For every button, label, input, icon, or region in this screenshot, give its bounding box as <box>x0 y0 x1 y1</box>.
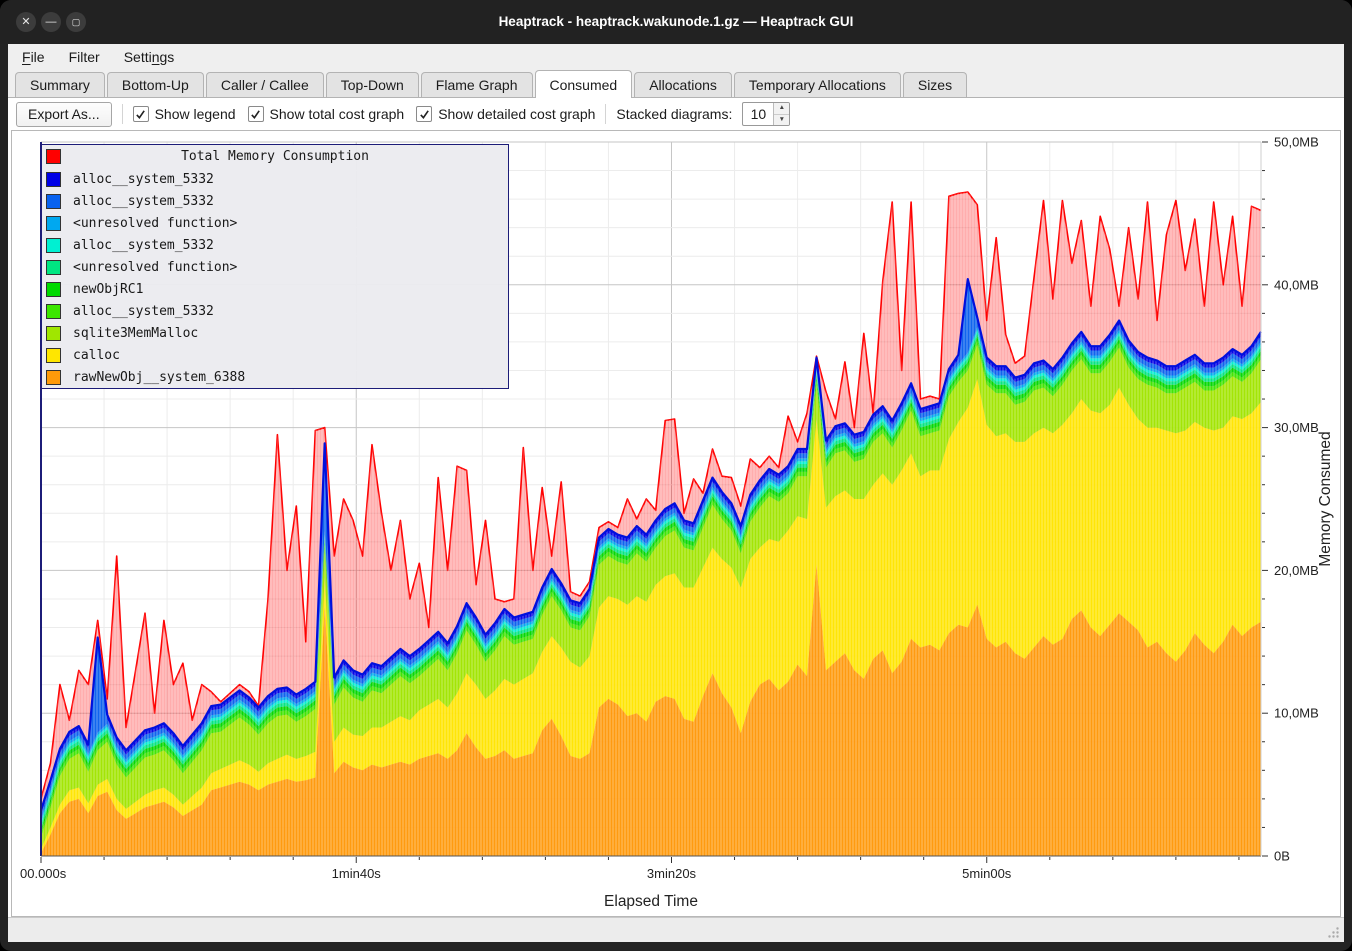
legend-title-row: Total Memory Consumption <box>42 145 508 168</box>
legend-item-label: alloc__system_5332 <box>73 193 214 209</box>
checkbox-show-detailed-cost-graph[interactable]: Show detailed cost graph <box>416 106 595 122</box>
tab-caller-callee[interactable]: Caller / Callee <box>205 72 324 97</box>
svg-text:50,0MB: 50,0MB <box>1274 135 1319 150</box>
tab-consumed[interactable]: Consumed <box>534 70 633 98</box>
stacked-diagrams-value[interactable]: 10 <box>750 106 767 122</box>
legend-swatch <box>46 347 61 363</box>
legend-item: rawNewObj__system_6388 <box>42 366 508 388</box>
close-button[interactable]: ✕ <box>16 12 36 32</box>
status-bar <box>8 917 1344 942</box>
menu-item-filter[interactable]: Filter <box>68 49 100 65</box>
legend-item: calloc <box>42 344 508 366</box>
legend-swatch <box>46 303 61 319</box>
legend-swatch <box>46 193 61 209</box>
legend-item: <unresolved function> <box>42 256 508 278</box>
legend-item-label: rawNewObj__system_6388 <box>73 369 246 385</box>
legend-swatch <box>46 237 61 253</box>
tab-flame-graph[interactable]: Flame Graph <box>420 72 533 97</box>
checkbox-box[interactable] <box>247 106 264 122</box>
chart-legend: Total Memory Consumption alloc__system_5… <box>41 144 509 389</box>
memory-consumption-chart[interactable]: 00.000s 1min40s 3min20s 5min00s 0B 10,0MB 20,0… <box>11 130 1341 917</box>
svg-text:0B: 0B <box>1274 849 1290 864</box>
window-title: Heaptrack - heaptrack.wakunode.1.gz — He… <box>498 14 854 29</box>
legend-swatch <box>46 259 61 275</box>
legend-item-label: alloc__system_5332 <box>73 237 214 253</box>
legend-item-label: alloc__system_5332 <box>73 171 214 187</box>
toolbar-separator <box>121 104 123 124</box>
tab-summary[interactable]: Summary <box>15 72 105 97</box>
svg-text:00.000s: 00.000s <box>20 866 67 881</box>
tab-top-down[interactable]: Top-Down <box>325 72 419 97</box>
legend-swatch <box>46 215 61 231</box>
checkbox-show-legend[interactable]: Show legend <box>132 106 236 122</box>
legend-title: Total Memory Consumption <box>181 149 369 164</box>
legend-swatch <box>46 171 61 187</box>
legend-swatch <box>46 281 61 297</box>
legend-item: alloc__system_5332 <box>42 190 508 212</box>
tab-sizes[interactable]: Sizes <box>902 72 968 97</box>
legend-item-label: <unresolved function> <box>73 259 238 275</box>
maximize-button[interactable]: ▢ <box>66 12 86 32</box>
svg-text:3min20s: 3min20s <box>647 866 697 881</box>
checkbox-show-total-cost-graph[interactable]: Show total cost graph <box>247 106 405 122</box>
svg-text:30,0MB: 30,0MB <box>1274 420 1319 435</box>
legend-swatch <box>46 369 61 385</box>
legend-total-swatch <box>46 149 61 164</box>
legend-item: alloc__system_5332 <box>42 234 508 256</box>
svg-text:5min00s: 5min00s <box>962 866 1012 881</box>
stacked-diagrams-spinner[interactable]: 10 ▲ ▼ <box>742 102 791 126</box>
checkbox-box[interactable] <box>132 106 149 122</box>
toolbar-separator <box>605 104 607 124</box>
svg-text:10,0MB: 10,0MB <box>1274 706 1319 721</box>
stacked-diagrams-label: Stacked diagrams: <box>616 106 733 122</box>
legend-item-label: newObjRC1 <box>73 281 144 297</box>
export-as-button[interactable]: Export As... <box>16 101 112 127</box>
legend-items: alloc__system_5332 alloc__system_5332 <unr… <box>42 168 508 388</box>
svg-text:20,0MB: 20,0MB <box>1274 563 1319 578</box>
resize-grip[interactable] <box>1327 926 1340 939</box>
minimize-button[interactable]: — <box>41 12 61 32</box>
menu-item-settings[interactable]: Settings <box>123 49 175 65</box>
spinner-buttons: ▲ ▼ <box>773 103 790 125</box>
legend-item: <unresolved function> <box>42 212 508 234</box>
legend-item-label: <unresolved function> <box>73 215 238 231</box>
chart-canvas[interactable]: 00.000s 1min40s 3min20s 5min00s 0B 10,0MB 20,0… <box>12 131 1342 916</box>
checkbox-box[interactable] <box>416 106 433 122</box>
toolbar-checkboxes: Show legend Show total cost graph Show det… <box>132 106 595 122</box>
menu-bar: File Filter Settings <box>8 44 1344 70</box>
toolbar: Export As... Show legend Show total cost … <box>8 98 1344 130</box>
tab-allocations[interactable]: Allocations <box>634 72 732 97</box>
legend-item: alloc__system_5332 <box>42 300 508 322</box>
menu-item-file[interactable]: File <box>22 49 45 65</box>
spinner-up-icon[interactable]: ▲ <box>774 103 790 115</box>
tab-bar: Summary Bottom-Up Caller / Callee Top-Down F… <box>8 70 1344 98</box>
checkbox-label: Show legend <box>154 106 236 122</box>
legend-item-label: alloc__system_5332 <box>73 303 214 319</box>
legend-item: sqlite3MemMalloc <box>42 322 508 344</box>
svg-text:Memory Consumed: Memory Consumed <box>1317 431 1334 566</box>
svg-text:1min40s: 1min40s <box>332 866 382 881</box>
tab-temporary-allocations[interactable]: Temporary Allocations <box>733 72 901 97</box>
legend-item: newObjRC1 <box>42 278 508 300</box>
spinner-down-icon[interactable]: ▼ <box>774 114 790 125</box>
legend-swatch <box>46 325 61 341</box>
checkbox-label: Show total cost graph <box>269 106 405 122</box>
tab-bottom-up[interactable]: Bottom-Up <box>106 72 204 97</box>
svg-text:40,0MB: 40,0MB <box>1274 277 1319 292</box>
svg-text:Elapsed Time: Elapsed Time <box>604 893 698 910</box>
titlebar: ✕ — ▢ Heaptrack - heaptrack.wakunode.1.g… <box>0 0 1352 44</box>
checkbox-label: Show detailed cost graph <box>438 106 596 122</box>
legend-item-label: sqlite3MemMalloc <box>73 325 199 341</box>
window-content: File Filter Settings Summary Bottom-Up Calle… <box>8 44 1344 942</box>
legend-item-label: calloc <box>73 347 120 363</box>
legend-item: alloc__system_5332 <box>42 168 508 190</box>
